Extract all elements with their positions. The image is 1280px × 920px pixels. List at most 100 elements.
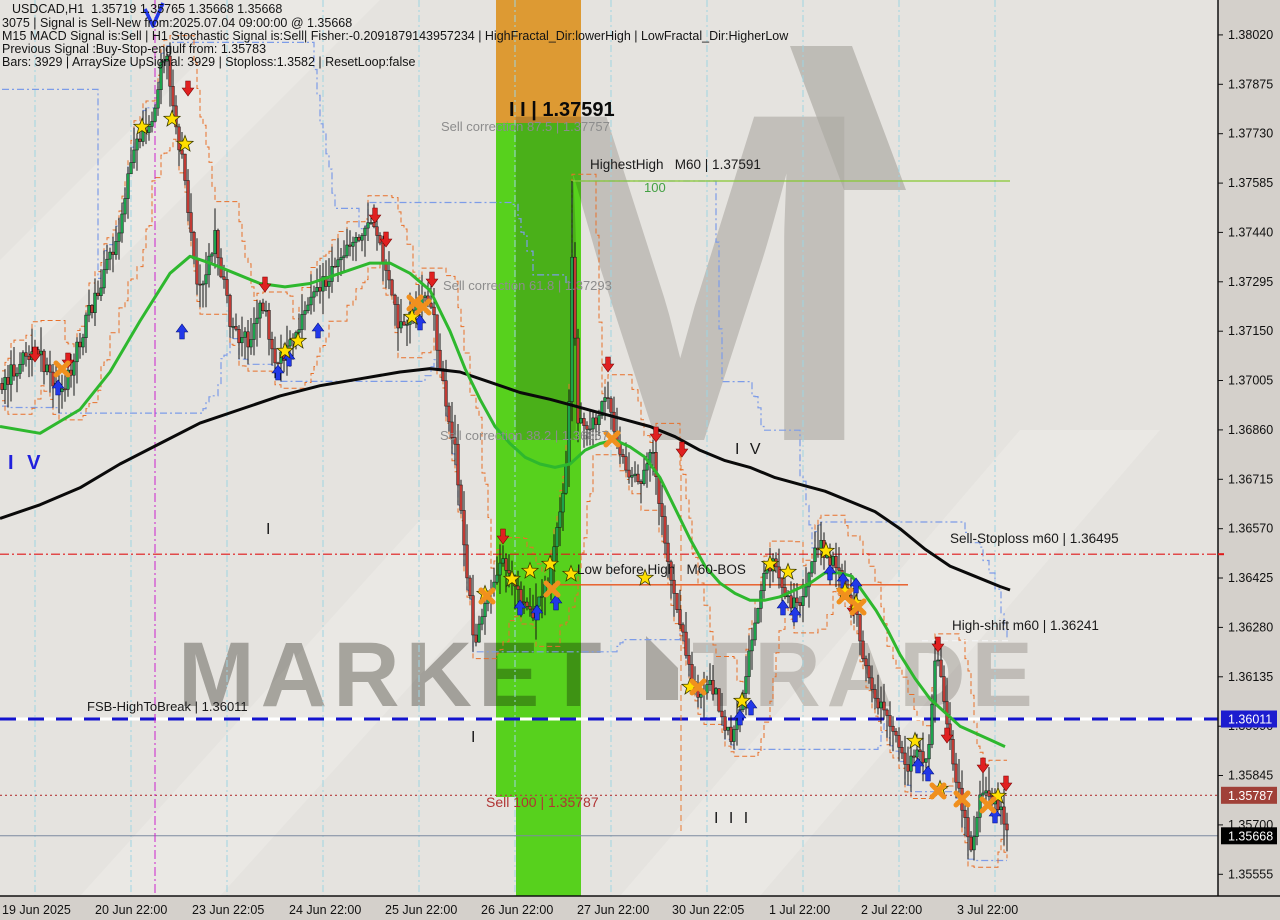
star-signal-icon	[288, 331, 308, 349]
star-signal-icon	[561, 564, 581, 582]
price-tick-label: 1.35845	[1228, 769, 1273, 783]
buy-arrow-icon	[282, 350, 296, 367]
exit-cross-icon	[979, 796, 997, 814]
star-signal-icon	[540, 554, 560, 572]
signal-markers	[28, 80, 1013, 824]
price-tick-label: 1.35555	[1228, 867, 1273, 881]
buy-arrow-icon	[744, 699, 758, 716]
price-axis[interactable]: 1.38020 1.37875 1.37730 1.37585 1.37440 1.372…	[1218, 28, 1277, 881]
price-badge	[1221, 710, 1277, 728]
signal-check-icon	[143, 2, 165, 28]
sell-arrow-icon	[425, 271, 439, 288]
exit-cross-icon	[929, 782, 947, 800]
star-signal-icon	[732, 691, 752, 709]
sell-arrow-icon	[601, 356, 615, 373]
star-signal-icon	[502, 569, 522, 587]
price-tick-label: 1.36280	[1228, 620, 1273, 634]
time-tick-label: 3 Jul 22:00	[957, 903, 1018, 917]
time-tick-label: 23 Jun 22:05	[192, 903, 264, 917]
price-tick-label: 1.36860	[1228, 423, 1273, 437]
buy-arrow-icon	[823, 564, 837, 581]
exit-cross-icon	[849, 598, 867, 616]
buy-arrow-icon	[175, 323, 189, 340]
candles-layer	[0, 42, 1009, 861]
exit-cross-icon	[478, 587, 496, 605]
star-signal-icon	[520, 561, 540, 579]
buy-arrow-icon	[849, 577, 863, 594]
band-green-bottom	[516, 797, 581, 896]
buy-arrow-icon	[530, 604, 544, 621]
star-signal-icon	[162, 109, 182, 127]
buy-arrow-icon	[513, 599, 527, 616]
time-tick-label: 24 Jun 22:00	[289, 903, 361, 917]
price-tick-label: 1.37150	[1228, 324, 1273, 338]
sell-arrow-icon	[675, 441, 689, 458]
time-tick-label: 20 Jun 22:00	[95, 903, 167, 917]
time-tick-label: 30 Jun 22:05	[672, 903, 744, 917]
price-tick-label: 1.37730	[1228, 127, 1273, 141]
time-tick-label: 25 Jun 22:00	[385, 903, 457, 917]
time-tick-label: 26 Jun 22:00	[481, 903, 553, 917]
buy-arrow-icon	[549, 594, 563, 611]
sell-arrow-icon	[649, 426, 663, 443]
price-badge-label: 1.36011	[1228, 713, 1272, 727]
exit-cross-icon	[406, 294, 424, 312]
price-tick-label: 1.36135	[1228, 670, 1273, 684]
buy-arrow-icon	[921, 765, 935, 782]
price-tick-label: 1.37585	[1228, 176, 1273, 190]
sell-arrow-icon	[368, 207, 382, 224]
price-tick-label: 1.37295	[1228, 275, 1273, 289]
highlight-bands	[496, 0, 581, 896]
price-tick-label: 1.36570	[1228, 522, 1273, 536]
sell-arrow-icon	[940, 727, 954, 744]
buy-arrow-icon	[733, 709, 747, 726]
watermark-text-left: MARKET	[178, 624, 608, 726]
exit-cross-icon	[414, 298, 432, 316]
time-tick-label: 2 Jul 22:00	[861, 903, 922, 917]
star-signal-icon	[635, 568, 655, 586]
price-badge-label: 1.35787	[1228, 789, 1273, 803]
price-badge	[1221, 786, 1277, 804]
exit-cross-icon	[836, 587, 854, 605]
time-tick-label: 27 Jun 22:00	[577, 903, 649, 917]
star-signal-icon	[760, 554, 780, 572]
exit-cross-icon	[953, 790, 971, 808]
price-tick-label: 1.36715	[1228, 472, 1273, 486]
time-tick-label: 1 Jul 22:00	[769, 903, 830, 917]
fractal-envelope	[2, 35, 1008, 868]
price-tick-label: 1.37440	[1228, 225, 1273, 239]
time-axis[interactable]: 19 Jun 2025 20 Jun 22:00 23 Jun 22:05 24 Ju…	[2, 903, 1018, 917]
sell-arrow-icon	[379, 231, 393, 248]
price-badge	[1221, 827, 1277, 845]
star-signal-icon	[988, 786, 1008, 804]
buy-arrow-icon	[311, 322, 325, 339]
star-signal-icon	[175, 134, 195, 152]
exit-cross-icon	[603, 430, 621, 448]
star-signal-icon	[275, 341, 295, 359]
band-green-main	[496, 123, 581, 797]
sell-arrow-icon	[258, 276, 272, 293]
star-signal-icon	[778, 562, 798, 580]
exit-cross-icon	[543, 580, 561, 598]
price-tick-label: 1.38020	[1228, 28, 1273, 42]
buy-arrow-icon	[788, 606, 802, 623]
band-orange	[496, 0, 581, 123]
exit-cross-icon	[689, 678, 707, 696]
price-tick-label: 1.37875	[1228, 77, 1273, 91]
sell-arrow-icon	[999, 775, 1013, 792]
slow-ma-line	[0, 367, 1011, 592]
price-tick-label: 1.36425	[1228, 571, 1273, 585]
buy-arrow-icon	[271, 364, 285, 381]
sell-arrow-icon	[496, 528, 510, 545]
sell-arrow-icon	[931, 636, 945, 653]
sell-arrow-icon	[181, 80, 195, 97]
buy-arrow-icon	[776, 599, 790, 616]
time-tick-label: 19 Jun 2025	[2, 903, 71, 917]
price-badge-label: 1.35668	[1228, 829, 1273, 843]
sell-arrow-icon	[976, 757, 990, 774]
exit-cross-icon	[53, 360, 71, 378]
price-tick-label: 1.37005	[1228, 374, 1273, 388]
